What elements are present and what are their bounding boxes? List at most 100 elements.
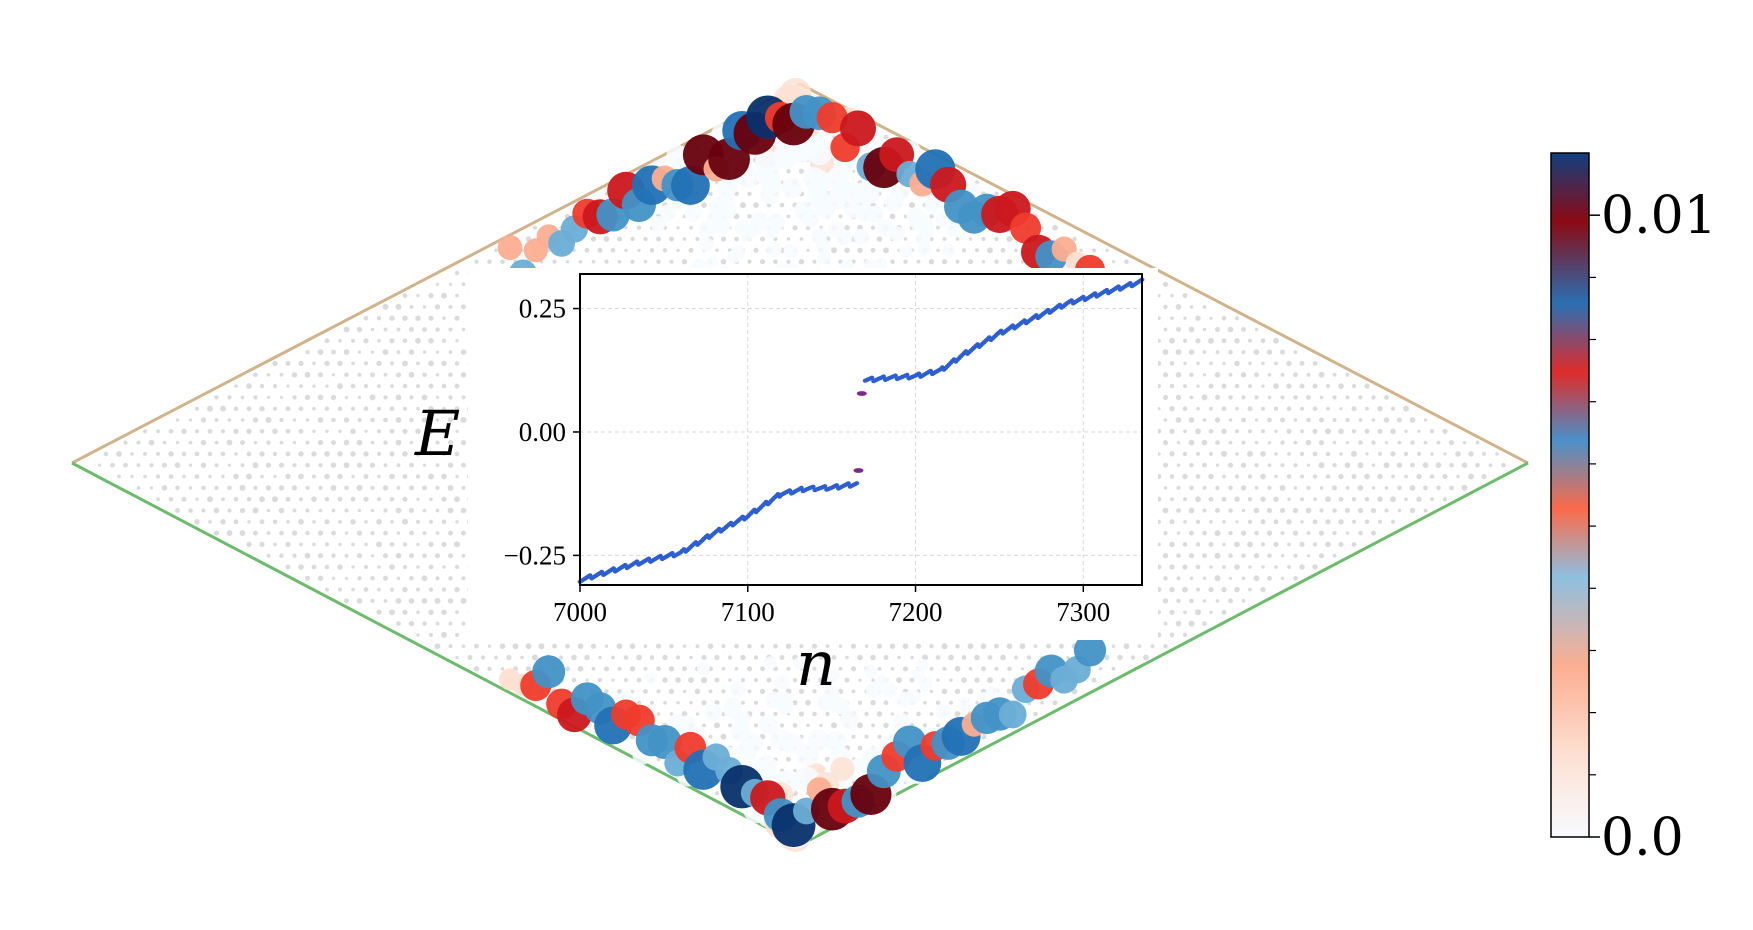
lattice-site: [402, 609, 408, 615]
lattice-site: [1247, 497, 1253, 502]
lattice-site: [870, 225, 876, 230]
lattice-site: [1338, 383, 1344, 389]
lattice-site: [1196, 451, 1200, 456]
lattice-site: [357, 395, 362, 399]
lattice-site: [1449, 485, 1454, 491]
lattice-site: [1241, 327, 1246, 332]
lattice-site: [870, 247, 876, 253]
lattice-site: [1163, 531, 1168, 536]
lattice-site: [734, 667, 739, 671]
lattice-site: [715, 248, 719, 252]
lattice-site: [1157, 316, 1161, 321]
lattice-site: [1384, 486, 1389, 490]
lattice-site: [948, 654, 954, 661]
lattice-site: [1364, 519, 1370, 525]
lattice-site: [422, 305, 427, 309]
weighted-site: [935, 703, 952, 720]
weighted-site: [852, 182, 873, 203]
lattice-site: [1482, 451, 1486, 456]
lattice-site: [312, 474, 316, 479]
weighted-site: [840, 110, 876, 147]
colorbar: 0.01 0.0: [1550, 152, 1717, 868]
weighted-site: [830, 696, 848, 715]
lattice-site: [798, 168, 805, 174]
lattice-site: [1416, 451, 1422, 456]
lattice-site: [1319, 508, 1324, 513]
lattice-site: [1318, 553, 1325, 559]
lattice-site: [1222, 520, 1226, 524]
lattice-site: [460, 440, 467, 446]
lattice-site: [1234, 564, 1240, 570]
lattice-site: [350, 406, 356, 411]
inset-data-point: [846, 481, 851, 486]
lattice-site: [1195, 315, 1201, 321]
inset-data-point: [822, 484, 828, 489]
lattice-site: [416, 565, 420, 569]
inset-series: [577, 277, 1145, 584]
lattice-site: [994, 191, 999, 196]
lattice-site: [213, 530, 220, 536]
lattice-site: [408, 620, 415, 627]
lattice-site: [1209, 519, 1213, 524]
lattice-site: [1221, 496, 1227, 502]
lattice-site: [1189, 372, 1194, 377]
weighted-site: [705, 703, 723, 721]
lattice-site: [857, 722, 863, 729]
lattice-site: [461, 553, 466, 558]
lattice-site: [1079, 248, 1083, 253]
lattice-site: [1267, 508, 1272, 513]
lattice-site: [409, 440, 414, 445]
lattice-site: [1293, 576, 1298, 581]
lattice-site: [447, 507, 454, 514]
lattice-site: [402, 542, 408, 547]
lattice-site: [682, 689, 687, 694]
lattice-site: [1209, 610, 1213, 614]
lattice-site: [1293, 418, 1298, 422]
lattice-site: [338, 519, 342, 524]
lattice-site: [1344, 462, 1351, 469]
lattice-site: [416, 542, 420, 547]
lattice-site: [435, 440, 440, 445]
lattice-site: [590, 236, 597, 242]
inset-data-point: [916, 371, 922, 376]
lattice-site: [461, 282, 466, 287]
lattice-site: [616, 643, 623, 650]
lattice-site: [447, 439, 454, 446]
lattice-site: [682, 666, 687, 672]
lattice-site: [461, 327, 466, 332]
lattice-site: [1091, 248, 1097, 253]
lattice-site: [1215, 327, 1220, 332]
lattice-site: [454, 361, 460, 366]
lattice-site: [1162, 394, 1169, 400]
lattice-site: [669, 259, 674, 264]
lattice-site: [409, 485, 414, 491]
lattice-site: [227, 418, 232, 422]
lattice-site: [357, 350, 362, 354]
lattice-site: [402, 518, 408, 525]
lattice-site: [1325, 428, 1331, 435]
lattice-site: [220, 429, 226, 434]
lattice-site: [246, 406, 252, 412]
inset-x-tick-label: 7100: [721, 597, 775, 627]
lattice-site: [487, 644, 492, 648]
lattice-site: [1338, 428, 1344, 435]
lattice-site: [1261, 429, 1265, 434]
lattice-site: [766, 677, 772, 683]
lattice-site: [396, 531, 401, 535]
inset-y-tick-label: 0.00: [519, 417, 566, 447]
lattice-site: [1248, 361, 1252, 366]
lattice-site: [1306, 417, 1311, 423]
weighted-site: [889, 181, 910, 202]
lattice-site: [1345, 531, 1350, 535]
lattice-site: [578, 259, 583, 264]
lattice-site: [1215, 599, 1220, 603]
lattice-site: [162, 440, 167, 445]
lattice-site: [1397, 508, 1402, 513]
inset-data-point: [646, 556, 652, 561]
lattice-site: [1201, 394, 1208, 401]
lattice-site: [851, 689, 856, 694]
lattice-site: [1468, 451, 1474, 457]
weighted-site: [677, 715, 696, 734]
lattice-site: [253, 530, 258, 536]
lattice-site: [1280, 463, 1285, 468]
